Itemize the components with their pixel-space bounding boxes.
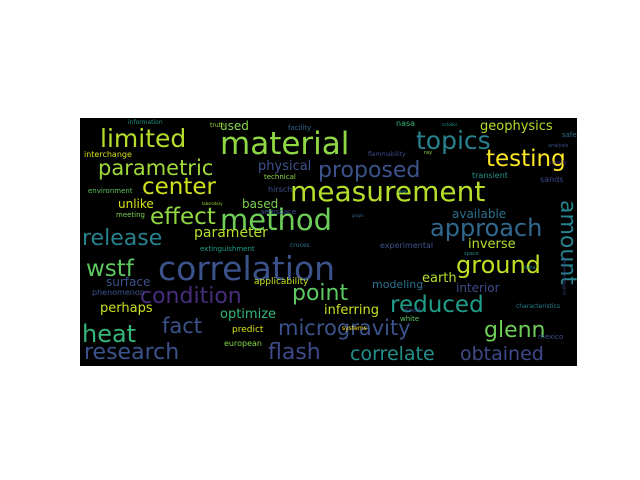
word-data: data — [524, 265, 536, 271]
word-fact: fact — [162, 314, 203, 338]
word-inferring: inferring — [324, 303, 379, 318]
word-material: material — [220, 126, 350, 162]
word-proposed: proposed — [318, 158, 421, 183]
word-hirsch: hirsch — [268, 185, 293, 194]
word-limited: limited — [100, 124, 187, 153]
word-use: use — [398, 189, 407, 195]
word-point: point — [292, 281, 349, 306]
word-aerospace: aerospace — [260, 208, 297, 216]
word-cruces: cruces — [290, 242, 310, 249]
word-flammability: flammability — [368, 151, 406, 158]
word-approach: approach — [430, 214, 543, 242]
word-systems: systems — [342, 325, 367, 332]
word-wstf: wstf — [86, 256, 134, 282]
word-predict: predict — [232, 325, 264, 335]
word-characteristics: characteristics — [516, 303, 560, 310]
word-earth: earth — [422, 271, 457, 286]
word-parametric: parametric — [98, 156, 214, 180]
word-geophysics: geophysics — [480, 119, 553, 134]
word-used: used — [220, 119, 249, 133]
word-truth: truth — [210, 122, 225, 129]
word-topics: topics — [416, 126, 491, 155]
word-nasa: nasa — [396, 119, 416, 128]
word-sands: sands — [540, 175, 564, 184]
word-information: information — [128, 119, 163, 126]
word-research: research — [84, 340, 180, 365]
word-ground: ground — [456, 251, 541, 279]
word-phenomenon: phenomenon — [92, 288, 145, 297]
word-cloud-canvas: correlation measurement material method micr… — [80, 118, 577, 366]
word-interchange: interchange — [84, 150, 132, 159]
word-graph: graph — [352, 213, 364, 218]
word-technical: technical — [264, 173, 296, 181]
word-inverse: inverse — [468, 237, 516, 252]
word-analysis: analysis — [548, 143, 569, 149]
word-microgravity: microgravity — [278, 316, 411, 340]
word-optimize: optimize — [220, 307, 277, 322]
word-mexico: mexico — [538, 333, 564, 341]
word-measurement: measurement — [290, 175, 486, 208]
word-parameter: parameter — [194, 225, 268, 241]
word-obtained: obtained — [460, 343, 544, 365]
word-environment: environment — [88, 187, 133, 195]
word-modeling: modeling — [372, 278, 424, 291]
word-heat: heat — [82, 320, 137, 348]
word-space: space — [464, 251, 479, 257]
word-laboratory: laboratory — [202, 201, 223, 206]
word-unlike: unlike — [118, 197, 154, 211]
word-surface: surface — [106, 275, 151, 289]
word-european: european — [224, 339, 262, 348]
word-amount: amount — [555, 200, 577, 285]
word-physical: physical — [258, 159, 312, 174]
word-correlate: correlate — [350, 343, 435, 365]
word-effect: effect — [150, 204, 216, 230]
word-safety: safety — [562, 131, 577, 139]
word-transient: transient — [472, 171, 508, 180]
word-white: white — [400, 315, 420, 323]
word-experimental: experimental — [380, 241, 434, 250]
word-correlation: correlation — [158, 249, 336, 288]
word-method: method — [220, 203, 332, 237]
word-interior: interior — [456, 281, 500, 295]
word-release: release — [82, 226, 163, 251]
word-flash: flash — [268, 340, 321, 365]
word-ray: ray — [424, 150, 433, 156]
word-perhaps: perhaps — [100, 301, 153, 316]
word-extinguishment: extinguishment — [200, 245, 255, 253]
word-testing: testing — [486, 146, 566, 172]
word-meeting: meeting — [116, 211, 146, 219]
word-facility: facility — [288, 124, 312, 132]
word-based: based — [242, 197, 279, 211]
word-applicability: applicability — [254, 277, 309, 287]
word-reduced: reduced — [390, 292, 484, 318]
word-available: available — [452, 207, 507, 221]
word-october: october — [442, 122, 458, 127]
word-phenomenological: phenomenological — [562, 258, 567, 295]
word-center: center — [142, 174, 216, 200]
word-glenn: glenn — [484, 318, 546, 343]
word-david: david — [404, 307, 421, 314]
word-mostly: mostly — [550, 160, 567, 166]
word-condition: condition — [140, 284, 242, 309]
